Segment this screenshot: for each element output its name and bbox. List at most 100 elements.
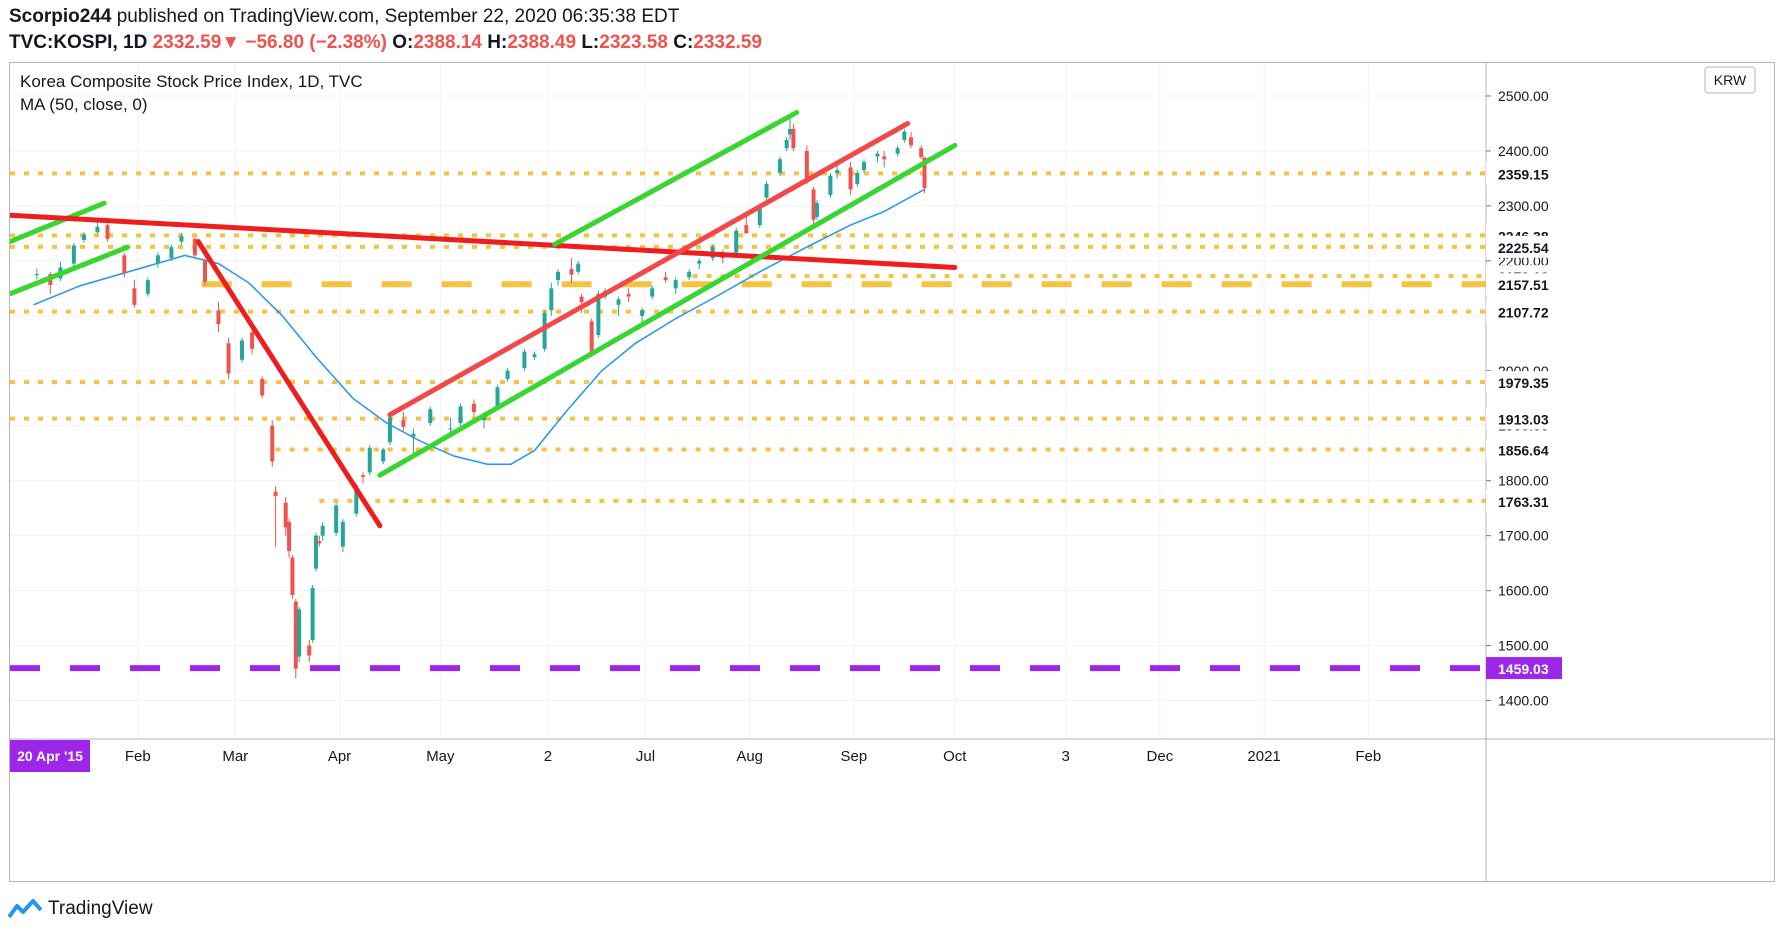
candle-up xyxy=(895,148,900,154)
publish-info: Scorpio244 published on TradingView.com,… xyxy=(9,6,679,28)
currency-button[interactable]: KRW xyxy=(1704,66,1756,94)
trendline-long-resistance[interactable] xyxy=(10,212,958,270)
level-price-label[interactable]: 1856.64 xyxy=(1486,438,1562,461)
candle-down xyxy=(569,269,574,275)
candle-down xyxy=(283,502,288,528)
author-name[interactable]: Scorpio244 xyxy=(9,6,112,27)
candle-up xyxy=(313,535,318,569)
time-tick-label: Oct xyxy=(943,748,967,765)
tradingview-logo-icon[interactable] xyxy=(8,899,42,919)
candle-up xyxy=(505,370,510,380)
time-axis[interactable]: 20 Apr '15 Feb Mar Apr May 2 Jul Aug Sep Oct 3 Dec 2… xyxy=(10,738,1774,772)
level-price-label[interactable]: 1979.35 xyxy=(1486,371,1562,394)
level-price-label[interactable]: 2225.54 xyxy=(1486,235,1562,258)
price-tick-label: 2400.00 xyxy=(1498,143,1549,159)
candle-up xyxy=(179,236,184,242)
candle-up xyxy=(549,288,554,311)
candle-up xyxy=(71,245,76,264)
candle-down xyxy=(293,601,298,669)
candle-down xyxy=(919,148,924,157)
time-tick-label: Dec xyxy=(1147,748,1174,765)
trendline-rising-channel-upper-1[interactable] xyxy=(387,120,911,418)
candle-up xyxy=(875,153,880,157)
candle-up xyxy=(34,274,39,276)
ma-line xyxy=(33,188,925,465)
candle-up xyxy=(458,406,463,423)
candle-up xyxy=(640,310,645,316)
trendline-rising-channel-upper-2[interactable] xyxy=(552,109,800,247)
level-price-label[interactable]: 1913.03 xyxy=(1486,407,1562,430)
last-price: 2332.59 xyxy=(152,32,222,53)
candle-up xyxy=(764,183,769,198)
candle-up xyxy=(556,271,561,281)
candle-down xyxy=(922,157,927,188)
date-badge-label: 20 Apr '15 xyxy=(17,748,83,764)
candle-up xyxy=(596,293,601,336)
trendlines[interactable] xyxy=(10,109,958,529)
candle-up xyxy=(145,280,150,294)
price-tick-label: 2500.00 xyxy=(1498,88,1549,104)
price-chart[interactable]: 1400.001500.001600.001700.001800.001900.… xyxy=(10,63,1774,881)
level-price-label[interactable]: 2359.15 xyxy=(1486,162,1562,185)
candle-up xyxy=(334,505,339,533)
candle-down xyxy=(811,189,816,220)
time-tick-label: Sep xyxy=(841,748,868,765)
candle-down xyxy=(132,288,137,305)
candle-up xyxy=(169,247,174,259)
candle-up xyxy=(495,387,500,407)
time-tick-label: 2021 xyxy=(1247,748,1280,765)
chart-title: Korea Composite Stock Price Index, 1D, T… xyxy=(20,72,363,91)
time-tick-label: Feb xyxy=(125,748,151,765)
price-tick-label: 2300.00 xyxy=(1498,198,1549,214)
level-price-label-text: 1856.64 xyxy=(1498,443,1549,459)
trendline-crash-downtrend[interactable] xyxy=(195,239,383,529)
trendline-early-support[interactable] xyxy=(10,244,131,297)
candle-down xyxy=(105,225,110,239)
open-label: O: xyxy=(392,32,414,53)
time-tick-label: Aug xyxy=(736,748,763,765)
candle-down xyxy=(216,310,221,325)
level-price-label-bg xyxy=(1486,407,1562,430)
candle-down xyxy=(663,277,668,281)
level-price-label[interactable]: 1763.31 xyxy=(1486,489,1562,512)
time-tick-label: Jul xyxy=(636,748,655,765)
level-price-label[interactable]: 1459.03 xyxy=(1486,657,1562,680)
price-change: −56.80 (−2.38%) xyxy=(245,32,387,53)
candle-down xyxy=(203,260,208,282)
candle-down xyxy=(791,128,796,149)
candle-up xyxy=(354,485,359,514)
candle-down xyxy=(307,645,312,656)
level-price-label[interactable]: 2157.51 xyxy=(1486,273,1562,296)
candle-up xyxy=(532,354,537,358)
candle-down xyxy=(287,521,292,552)
price-axis[interactable]: 1400.001500.001600.001700.001800.001900.… xyxy=(1485,63,1562,881)
trendline-early-upper[interactable] xyxy=(10,200,107,245)
candle-down xyxy=(471,403,476,412)
candle-up xyxy=(650,288,655,297)
level-price-label[interactable]: 2107.72 xyxy=(1486,300,1562,323)
candle-up xyxy=(522,351,527,369)
level-price-label-bg xyxy=(1486,300,1562,323)
chart-frame[interactable]: 1400.001500.001600.001700.001800.001900.… xyxy=(9,62,1775,882)
candle-up xyxy=(687,271,692,278)
level-price-label-bg xyxy=(1486,235,1562,258)
candle-down xyxy=(579,296,584,303)
candle-up xyxy=(734,230,739,253)
date-badge[interactable]: 20 Apr '15 xyxy=(10,740,90,772)
candle-up xyxy=(95,226,100,233)
brand-name[interactable]: TradingView xyxy=(48,898,153,919)
level-price-label-bg xyxy=(1486,489,1562,512)
level-price-label-text: 1913.03 xyxy=(1498,412,1549,428)
candle-up xyxy=(697,260,702,264)
trendline-rising-channel-lower[interactable] xyxy=(377,142,958,478)
level-price-label-text: 1979.35 xyxy=(1498,375,1549,391)
candle-up xyxy=(411,433,416,437)
date-badge-bg xyxy=(10,740,90,772)
currency-label: KRW xyxy=(1714,72,1747,88)
candle-up xyxy=(340,521,345,547)
candle-up xyxy=(239,340,244,360)
candle-down xyxy=(401,420,406,427)
level-price-label-text: 2359.15 xyxy=(1498,166,1549,182)
ohlc-line: TVC:KOSPI, 1D 2332.59▼ −56.80 (−2.38%) O… xyxy=(9,32,762,54)
candle-up xyxy=(855,172,860,184)
